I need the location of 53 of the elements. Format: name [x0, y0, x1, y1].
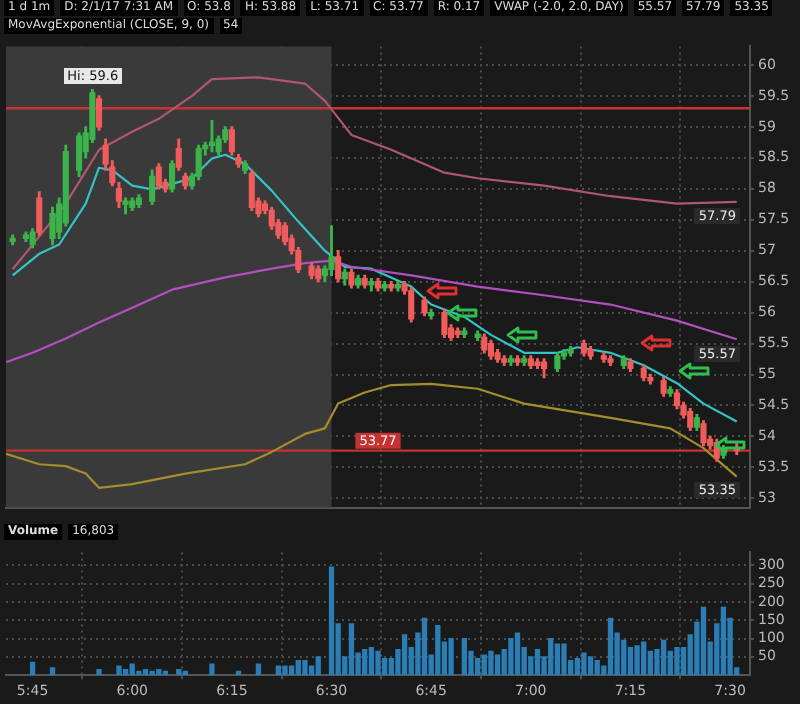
- bar: [315, 656, 321, 676]
- bar: [581, 652, 587, 676]
- bar: [381, 658, 388, 676]
- bar: [435, 625, 441, 676]
- bar: [634, 645, 640, 676]
- bar: [594, 659, 600, 676]
- bar: [514, 632, 521, 676]
- bar: [587, 656, 594, 676]
- bar: [295, 659, 301, 676]
- bar: [275, 665, 282, 676]
- bar: [328, 566, 335, 676]
- bar: [149, 670, 155, 676]
- bar: [156, 669, 162, 676]
- bar: [607, 617, 614, 676]
- bar: [122, 669, 129, 676]
- bar: [674, 647, 680, 676]
- bar: [548, 637, 554, 676]
- bar: [288, 665, 295, 676]
- bar: [209, 663, 215, 676]
- bar: [368, 647, 375, 676]
- bar: [375, 650, 381, 676]
- bar: [508, 637, 514, 676]
- bar: [448, 637, 454, 676]
- bar: [647, 650, 654, 676]
- bar: [654, 648, 660, 676]
- bar: [49, 667, 56, 676]
- bar: [461, 637, 468, 676]
- bar: [176, 669, 182, 676]
- bar: [641, 641, 647, 676]
- bar: [494, 654, 501, 676]
- bar: [348, 623, 355, 676]
- bar: [475, 658, 481, 676]
- bar: [116, 665, 122, 676]
- bar: [534, 648, 541, 676]
- bar: [554, 643, 561, 676]
- bar: [720, 606, 727, 676]
- bar: [96, 669, 102, 676]
- bar: [362, 648, 368, 676]
- bar: [142, 669, 149, 676]
- bar: [136, 670, 142, 676]
- bar: [488, 650, 494, 676]
- bar: [29, 661, 36, 676]
- bar: [700, 606, 707, 676]
- bar: [481, 654, 487, 676]
- bar: [627, 647, 634, 676]
- bar: [282, 665, 288, 676]
- bar: [421, 617, 428, 676]
- bar: [660, 639, 667, 676]
- bar: [401, 634, 408, 676]
- bar: [621, 639, 627, 676]
- bar: [574, 658, 580, 676]
- bar: [302, 659, 308, 676]
- bar: [561, 643, 567, 676]
